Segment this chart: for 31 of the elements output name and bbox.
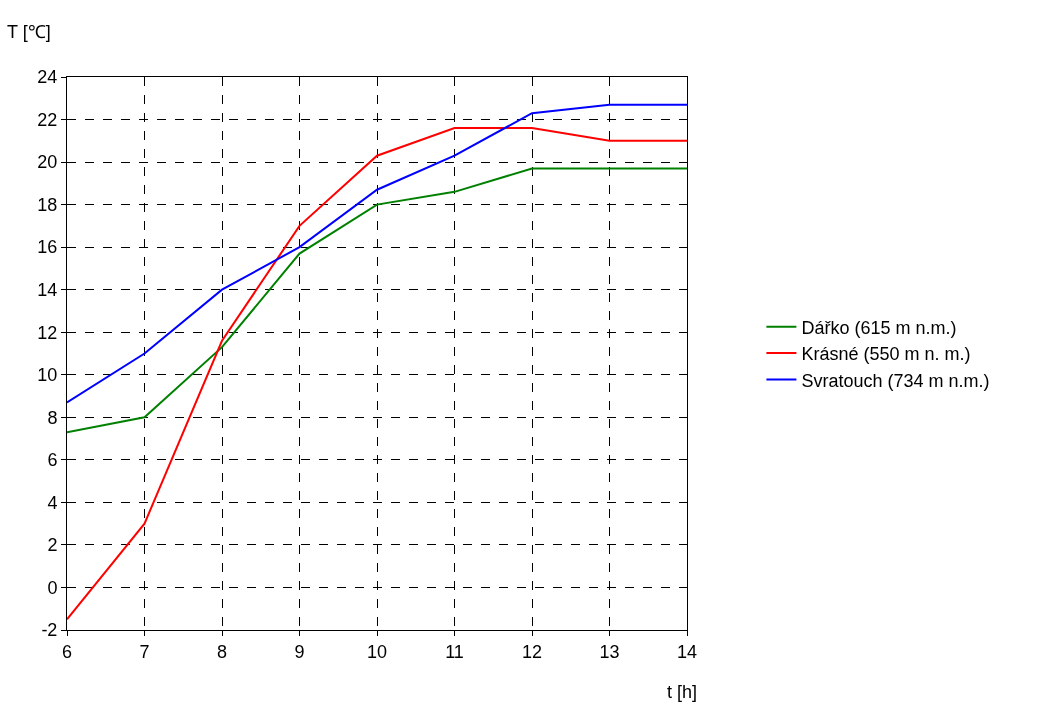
y-tick-label: 24 bbox=[37, 67, 58, 88]
y-axis-title: T [℃] bbox=[7, 22, 51, 42]
y-tick-label: 4 bbox=[47, 492, 58, 513]
legend-label: Svratouch (734 m n.m.) bbox=[801, 370, 990, 391]
x-tick-label: 13 bbox=[599, 641, 620, 662]
x-axis-title: t [h] bbox=[667, 682, 698, 702]
line-series bbox=[67, 103, 687, 404]
y-tick-label: 12 bbox=[37, 322, 58, 343]
x-tick-label: 9 bbox=[294, 641, 305, 662]
x-tick-label: 6 bbox=[61, 641, 73, 662]
x-tick-label: 7 bbox=[139, 641, 150, 662]
y-tick-label: 22 bbox=[37, 109, 58, 130]
y-tick-label: 14 bbox=[37, 279, 58, 300]
line-series bbox=[67, 167, 687, 434]
y-tick-label: 2 bbox=[47, 535, 58, 556]
y-tick-label: 0 bbox=[47, 577, 58, 598]
y-tick-label: 18 bbox=[37, 194, 58, 215]
x-tick-label: 11 bbox=[445, 641, 464, 662]
legend-label: Dářko (615 m n.m.) bbox=[801, 317, 957, 338]
x-tick-label: 14 bbox=[676, 641, 698, 662]
y-tick-label: 8 bbox=[47, 407, 58, 428]
y-tick-label: -2 bbox=[41, 620, 58, 641]
y-tick-label: 16 bbox=[37, 237, 58, 258]
y-tick-label: 20 bbox=[37, 152, 58, 173]
x-tick-label: 12 bbox=[521, 641, 543, 662]
y-tick-label: 10 bbox=[37, 365, 58, 386]
x-tick-label: 8 bbox=[216, 641, 228, 662]
y-tick-label: 6 bbox=[47, 450, 58, 471]
legend-label: Krásné (550 m n. m.) bbox=[801, 344, 971, 365]
x-tick-label: 10 bbox=[366, 641, 388, 662]
line-series bbox=[67, 127, 687, 621]
